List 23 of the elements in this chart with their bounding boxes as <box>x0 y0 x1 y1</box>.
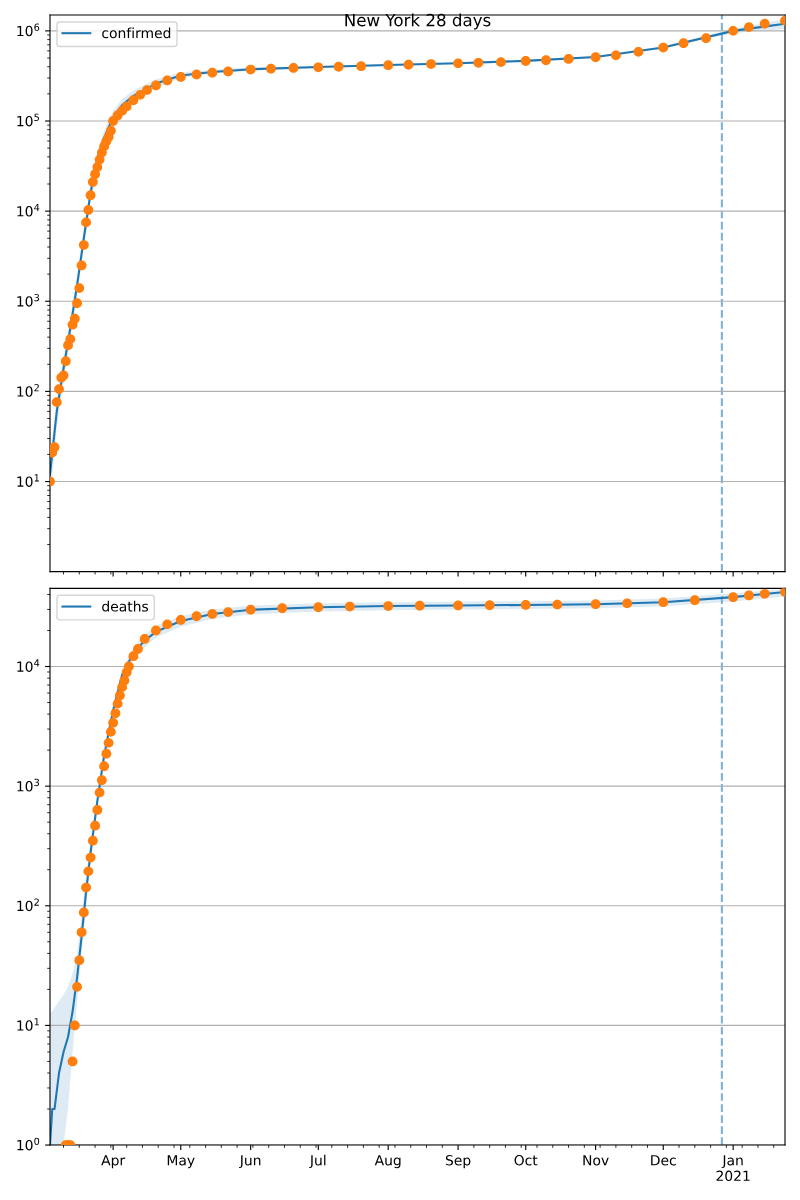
y-tick-label: 10$^{2}$ <box>17 898 39 912</box>
chart-title: New York 28 days <box>345 13 491 30</box>
y-tick-label: 10$^{4}$ <box>17 659 40 672</box>
y-tick-label: 10$^{0}$ <box>17 1137 40 1151</box>
x-tick-label: Jul <box>309 1154 326 1169</box>
y-tick-label: 10$^{1}$ <box>17 474 39 487</box>
x-tick-label: Jun <box>239 1155 261 1169</box>
y-tick-label: 10$^{3}$ <box>17 778 40 792</box>
y-tick-label: 10$^{6}$ <box>17 23 40 37</box>
y-tick-label: 10$^{5}$ <box>17 113 39 127</box>
x-tick-label: Aug <box>374 1155 401 1169</box>
x-tick-label: Jan 2021 <box>716 1155 750 1182</box>
x-tick-label: May <box>167 1155 195 1169</box>
x-tick-label: Dec <box>651 1155 676 1166</box>
x-tick-label: Oct <box>514 1155 538 1166</box>
y-tick-label: 10$^{2}$ <box>17 384 39 397</box>
x-tick-label: Sep <box>445 1155 471 1169</box>
x-tick-label: Nov <box>583 1155 609 1166</box>
legend-label: confirmed <box>102 27 171 39</box>
y-tick-label: 10$^{4}$ <box>17 203 40 217</box>
y-tick-label: 10$^{3}$ <box>17 293 40 307</box>
x-tick-label: Apr <box>101 1155 126 1169</box>
y-tick-label: 10$^{1}$ <box>17 1018 39 1031</box>
